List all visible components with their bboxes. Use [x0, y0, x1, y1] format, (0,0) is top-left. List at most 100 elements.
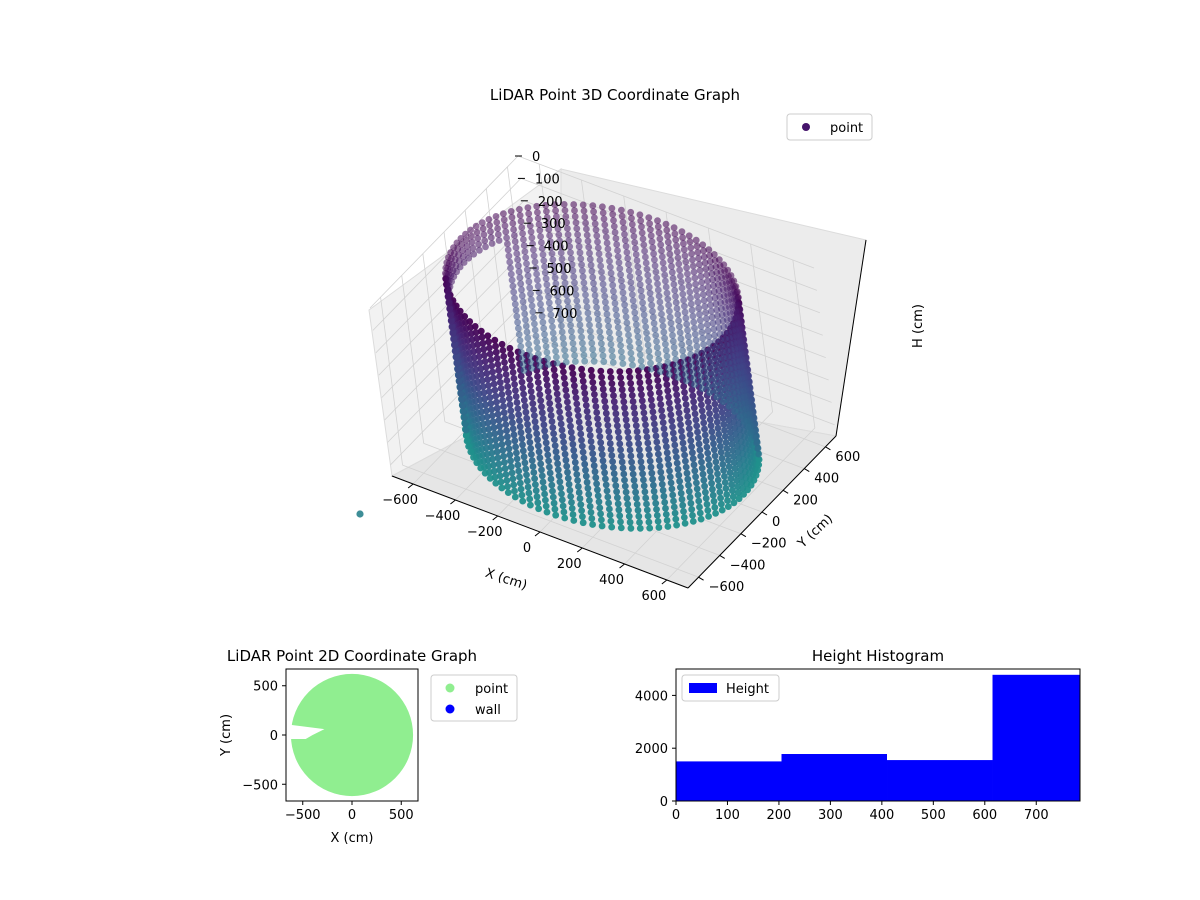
chart-3d-point	[523, 477, 531, 485]
chart-3d-point	[583, 231, 591, 239]
chart-3d-point	[713, 418, 721, 426]
chart-3d-point	[552, 207, 559, 215]
chart-3d-point	[600, 286, 608, 294]
chart-3d-point	[631, 410, 639, 417]
chart-3d-legend-marker	[802, 123, 810, 131]
chart-3d-point	[592, 298, 600, 305]
chart-3d-point	[619, 218, 627, 226]
chart-3d-point	[714, 318, 722, 326]
chart-3d-point	[456, 378, 464, 386]
chart-3d-point	[511, 294, 518, 302]
chart-3d-point	[549, 487, 556, 495]
chart-3d-point	[716, 330, 724, 338]
chart-3d-point	[653, 274, 661, 282]
chart-3d-point	[698, 379, 705, 386]
chart-3d-point	[649, 244, 657, 252]
chart-3d-point	[694, 298, 702, 306]
chart-3d-point	[632, 251, 640, 258]
chart-3d-point	[527, 388, 535, 395]
chart-3d-point	[649, 408, 657, 416]
chart-3d-point	[684, 332, 692, 340]
chart-3d-point	[616, 336, 624, 343]
chart-3d-point	[575, 489, 583, 496]
chart-3d-point	[693, 342, 701, 350]
chart-3d-point	[519, 230, 526, 237]
chart-3d-point	[637, 385, 645, 393]
chart-3d-point	[594, 310, 601, 317]
chart-3d-point	[692, 280, 699, 288]
chart-3d-point	[685, 487, 693, 495]
chart-3d-point	[524, 272, 532, 280]
chart-3d-point	[563, 462, 571, 470]
chart-3d-z-axis-line	[835, 239, 867, 437]
chart-3d-point	[543, 349, 551, 356]
chart-3d-point	[551, 274, 559, 282]
chart-3d-point	[451, 342, 459, 350]
chart-3d-point	[702, 494, 710, 502]
chart-3d-point	[655, 292, 663, 300]
chart-3d-point	[711, 375, 718, 383]
chart-3d-point	[596, 328, 604, 335]
chart-3d-point	[719, 414, 727, 422]
chart-3d-point	[541, 427, 548, 435]
chart-3d-point	[558, 426, 566, 434]
chart-3d-point	[618, 386, 626, 394]
chart-3d-point	[564, 297, 571, 305]
chart-3d-point	[567, 249, 574, 256]
chart-3d-point	[638, 391, 645, 399]
chart-3d-point	[548, 250, 556, 257]
chart-3d-point	[599, 457, 607, 465]
chart-3d-point	[609, 281, 617, 289]
chart-3d-point	[703, 321, 711, 328]
chart-3d-point	[545, 457, 552, 465]
chart-3d-point	[492, 479, 500, 487]
chart-3d-point	[627, 208, 635, 216]
chart-3d-point	[681, 395, 689, 402]
chart-3d-point	[610, 217, 617, 224]
chart-3d-point	[509, 220, 517, 227]
chart-3d-point	[509, 369, 517, 376]
chart-3d-point	[569, 440, 577, 448]
chart-3d-point	[625, 440, 633, 448]
chart-3d-point	[638, 223, 645, 231]
chart-3d-point	[709, 319, 717, 327]
chart-3d-point	[542, 343, 550, 350]
chart-3d-point	[635, 373, 643, 381]
chart-3d-point	[495, 460, 503, 468]
chart-3d-point	[615, 259, 623, 266]
chart-3d-point	[658, 253, 666, 261]
chart-3d-point	[698, 401, 705, 409]
chart-3d-point	[671, 350, 679, 357]
chart-3d-point	[706, 389, 714, 396]
chart-3d-point	[682, 371, 690, 379]
chart-3d-point	[556, 408, 563, 416]
chart-3d-point	[497, 434, 505, 442]
chart-3d-point	[685, 481, 692, 489]
chart-3d-point	[532, 487, 540, 494]
chart-3d-point	[533, 338, 541, 346]
chart-3d-point	[551, 201, 559, 209]
chart-3d-point	[705, 383, 713, 390]
chart-3d-point	[493, 404, 501, 412]
chart-3d-point	[541, 330, 548, 338]
chart-3d-point	[610, 287, 617, 295]
chart-3d-point	[519, 361, 527, 368]
chart-3d-point	[659, 259, 667, 267]
chart-3d-point	[688, 306, 696, 314]
chart-3d-point	[633, 428, 641, 435]
chart-3d-point	[595, 250, 603, 258]
chart-3d-point	[622, 242, 630, 250]
chart-2d-x-tick-label: 500	[389, 808, 414, 823]
chart-3d-point	[629, 227, 637, 234]
chart-3d-point	[520, 390, 527, 398]
chart-3d-point	[645, 378, 653, 386]
chart-3d-x-tick-label: −600	[382, 493, 418, 508]
chart-3d-point	[575, 315, 583, 323]
chart-3d-point	[645, 214, 653, 222]
chart-3d-point	[512, 393, 520, 400]
chart-3d-point	[489, 374, 497, 382]
chart-3d-point	[490, 380, 498, 388]
chart-3d-point	[667, 256, 675, 264]
chart-3d-point	[525, 278, 533, 286]
chart-3d-point	[720, 421, 728, 428]
